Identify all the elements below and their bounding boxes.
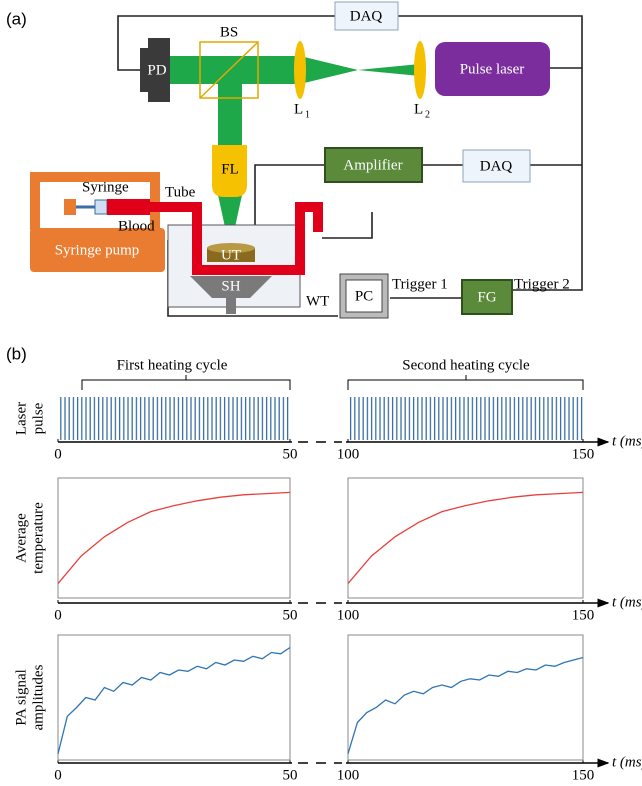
x-tick-label: 50 xyxy=(283,607,298,623)
y-axis-label: amplitudes xyxy=(30,664,46,730)
x-tick-label: 0 xyxy=(54,607,62,623)
x-tick-label: 0 xyxy=(54,767,62,783)
brace xyxy=(348,375,583,390)
pc-label: PC xyxy=(355,288,373,304)
x-tick-label: 150 xyxy=(572,446,595,462)
pulse-train xyxy=(348,397,583,440)
sh-label: SH xyxy=(221,278,240,294)
plot-frame xyxy=(348,478,583,598)
lens-label: L xyxy=(414,101,423,117)
amplifier-label: Amplifier xyxy=(343,157,402,173)
fg-label: FG xyxy=(477,289,496,305)
brace xyxy=(82,375,290,390)
x-tick-label: 100 xyxy=(337,607,360,623)
pump-label: Syringe pump xyxy=(55,242,140,258)
x-tick-label: 0 xyxy=(54,446,62,462)
tube-label: Tube xyxy=(165,184,196,200)
daq-label: DAQ xyxy=(480,158,513,174)
syringe-label: Syringe xyxy=(82,179,129,195)
lens xyxy=(294,41,306,99)
plot-frame xyxy=(58,635,290,760)
fl-label: FL xyxy=(221,161,239,177)
syringe xyxy=(95,200,107,214)
x-tick-label: 150 xyxy=(572,607,595,623)
blood xyxy=(107,199,150,215)
x-tick-label: 100 xyxy=(337,446,360,462)
y-axis-label: PA signal xyxy=(13,669,29,726)
lens xyxy=(414,41,426,99)
figure: (a) DAQ PD BS L 1 L 2 Pulse laser xyxy=(0,0,642,786)
laser-label: Pulse laser xyxy=(460,61,525,77)
panel-label: (b) xyxy=(6,344,27,363)
series-line xyxy=(348,658,583,754)
diagram: (a) DAQ PD BS L 1 L 2 Pulse laser xyxy=(6,2,582,318)
x-tick-label: 150 xyxy=(572,767,595,783)
y-axis-label: Laser xyxy=(13,402,29,435)
series-line xyxy=(348,492,583,583)
x-axis-label: t (ms) xyxy=(612,433,642,449)
wire xyxy=(322,212,372,238)
sample-holder xyxy=(226,298,236,314)
x-tick-label: 50 xyxy=(283,767,298,783)
panel-label: (a) xyxy=(6,9,27,28)
daq-label: DAQ xyxy=(350,8,383,24)
y-axis-label: pulse xyxy=(30,402,46,434)
laser-beam xyxy=(218,84,242,148)
x-axis-label: t (ms) xyxy=(612,594,642,610)
pd-label: PD xyxy=(147,62,166,78)
series-line xyxy=(58,648,290,754)
cycle-label: First heating cycle xyxy=(117,357,228,373)
plot-frame xyxy=(348,635,583,760)
cycle-label: Second heating cycle xyxy=(402,357,530,373)
trigger-label: Trigger 1 xyxy=(392,276,448,292)
pulse-train xyxy=(58,397,290,440)
trigger-label: Trigger 2 xyxy=(514,276,570,292)
blood-label: Blood xyxy=(118,218,155,234)
plot-frame xyxy=(58,478,290,598)
bs-label: BS xyxy=(220,24,238,40)
lens-subscript: 1 xyxy=(305,109,310,120)
y-axis-label: temperature xyxy=(30,502,46,574)
x-tick-label: 50 xyxy=(283,446,298,462)
series-line xyxy=(58,492,290,583)
panel-b: (b) First heating cycle Second heating c… xyxy=(6,344,583,390)
lens-subscript: 2 xyxy=(425,109,430,120)
wt-label: WT xyxy=(306,293,329,309)
x-tick-label: 100 xyxy=(337,767,360,783)
x-axis-label: t (ms) xyxy=(612,754,642,770)
y-axis-label: Average xyxy=(13,513,29,563)
ut-label: UT xyxy=(221,247,241,263)
lens-label: L xyxy=(294,101,303,117)
plunger xyxy=(64,199,76,215)
